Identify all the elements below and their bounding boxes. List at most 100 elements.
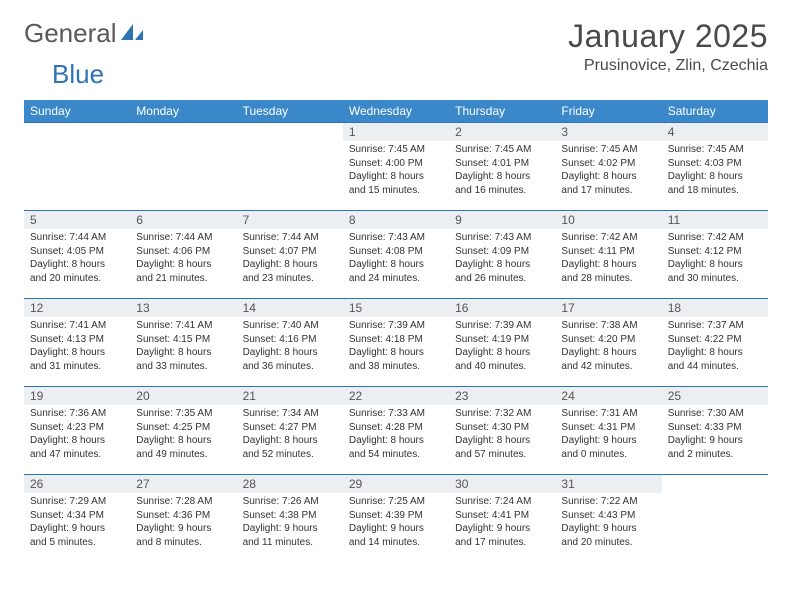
day-details: Sunrise: 7:29 AMSunset: 4:34 PMDaylight:… [24,493,130,553]
day-number: 17 [555,299,661,317]
calendar-cell: 17Sunrise: 7:38 AMSunset: 4:20 PMDayligh… [555,299,661,387]
day-number: 4 [662,123,768,141]
calendar-cell: 24Sunrise: 7:31 AMSunset: 4:31 PMDayligh… [555,387,661,475]
day-number: 22 [343,387,449,405]
calendar-cell: 13Sunrise: 7:41 AMSunset: 4:15 PMDayligh… [130,299,236,387]
calendar-cell: 26Sunrise: 7:29 AMSunset: 4:34 PMDayligh… [24,475,130,563]
brand-word1: General [24,18,117,49]
day-number: 13 [130,299,236,317]
day-number: 7 [237,211,343,229]
calendar-cell: 21Sunrise: 7:34 AMSunset: 4:27 PMDayligh… [237,387,343,475]
weekday-header: Wednesday [343,100,449,123]
day-number: 31 [555,475,661,493]
brand-sail-icon [119,18,145,49]
day-number: 19 [24,387,130,405]
day-number: 6 [130,211,236,229]
day-details: Sunrise: 7:43 AMSunset: 4:09 PMDaylight:… [449,229,555,289]
day-number: 14 [237,299,343,317]
day-details: Sunrise: 7:37 AMSunset: 4:22 PMDaylight:… [662,317,768,377]
day-details: Sunrise: 7:35 AMSunset: 4:25 PMDaylight:… [130,405,236,465]
day-details: Sunrise: 7:44 AMSunset: 4:05 PMDaylight:… [24,229,130,289]
calendar-cell: 11Sunrise: 7:42 AMSunset: 4:12 PMDayligh… [662,211,768,299]
weekday-header: Monday [130,100,236,123]
day-details: Sunrise: 7:32 AMSunset: 4:30 PMDaylight:… [449,405,555,465]
calendar-cell: 15Sunrise: 7:39 AMSunset: 4:18 PMDayligh… [343,299,449,387]
calendar-cell: 7Sunrise: 7:44 AMSunset: 4:07 PMDaylight… [237,211,343,299]
brand-logo: General [24,18,147,49]
day-number: 3 [555,123,661,141]
day-details: Sunrise: 7:22 AMSunset: 4:43 PMDaylight:… [555,493,661,553]
day-details: Sunrise: 7:38 AMSunset: 4:20 PMDaylight:… [555,317,661,377]
calendar-cell: 6Sunrise: 7:44 AMSunset: 4:06 PMDaylight… [130,211,236,299]
day-number: 30 [449,475,555,493]
calendar-row: 5Sunrise: 7:44 AMSunset: 4:05 PMDaylight… [24,211,768,299]
day-number: 2 [449,123,555,141]
day-details: Sunrise: 7:41 AMSunset: 4:15 PMDaylight:… [130,317,236,377]
day-number: 1 [343,123,449,141]
calendar-cell: 18Sunrise: 7:37 AMSunset: 4:22 PMDayligh… [662,299,768,387]
title-block: January 2025 Prusinovice, Zlin, Czechia [568,18,768,75]
day-number: 23 [449,387,555,405]
day-details: Sunrise: 7:45 AMSunset: 4:01 PMDaylight:… [449,141,555,201]
day-number: 26 [24,475,130,493]
brand-word2: Blue [24,59,104,89]
calendar-cell: 16Sunrise: 7:39 AMSunset: 4:19 PMDayligh… [449,299,555,387]
day-details: Sunrise: 7:31 AMSunset: 4:31 PMDaylight:… [555,405,661,465]
calendar-cell: 12Sunrise: 7:41 AMSunset: 4:13 PMDayligh… [24,299,130,387]
calendar-table: Sunday Monday Tuesday Wednesday Thursday… [24,100,768,563]
day-details: Sunrise: 7:42 AMSunset: 4:11 PMDaylight:… [555,229,661,289]
day-number: 27 [130,475,236,493]
day-number: 21 [237,387,343,405]
day-details: Sunrise: 7:34 AMSunset: 4:27 PMDaylight:… [237,405,343,465]
day-number: 29 [343,475,449,493]
weekday-header: Saturday [662,100,768,123]
calendar-cell: 23Sunrise: 7:32 AMSunset: 4:30 PMDayligh… [449,387,555,475]
day-number: 11 [662,211,768,229]
calendar-cell: 3Sunrise: 7:45 AMSunset: 4:02 PMDaylight… [555,123,661,211]
day-number: 18 [662,299,768,317]
day-number: 25 [662,387,768,405]
day-details: Sunrise: 7:24 AMSunset: 4:41 PMDaylight:… [449,493,555,553]
day-number: 10 [555,211,661,229]
day-details: Sunrise: 7:28 AMSunset: 4:36 PMDaylight:… [130,493,236,553]
weekday-header: Sunday [24,100,130,123]
weekday-header: Thursday [449,100,555,123]
day-number: 24 [555,387,661,405]
calendar-cell: .. [237,123,343,211]
calendar-row: ......1Sunrise: 7:45 AMSunset: 4:00 PMDa… [24,123,768,211]
calendar-cell: .. [662,475,768,563]
day-number: 20 [130,387,236,405]
day-details: Sunrise: 7:44 AMSunset: 4:06 PMDaylight:… [130,229,236,289]
calendar-cell: 1Sunrise: 7:45 AMSunset: 4:00 PMDaylight… [343,123,449,211]
calendar-cell: 30Sunrise: 7:24 AMSunset: 4:41 PMDayligh… [449,475,555,563]
weekday-header: Friday [555,100,661,123]
calendar-cell: 8Sunrise: 7:43 AMSunset: 4:08 PMDaylight… [343,211,449,299]
day-number: 9 [449,211,555,229]
calendar-cell: 19Sunrise: 7:36 AMSunset: 4:23 PMDayligh… [24,387,130,475]
day-details: Sunrise: 7:36 AMSunset: 4:23 PMDaylight:… [24,405,130,465]
calendar-cell: 31Sunrise: 7:22 AMSunset: 4:43 PMDayligh… [555,475,661,563]
day-details: Sunrise: 7:45 AMSunset: 4:03 PMDaylight:… [662,141,768,201]
location-text: Prusinovice, Zlin, Czechia [568,57,768,75]
day-details: Sunrise: 7:45 AMSunset: 4:02 PMDaylight:… [555,141,661,201]
day-details: Sunrise: 7:42 AMSunset: 4:12 PMDaylight:… [662,229,768,289]
calendar-cell: 9Sunrise: 7:43 AMSunset: 4:09 PMDaylight… [449,211,555,299]
calendar-row: 19Sunrise: 7:36 AMSunset: 4:23 PMDayligh… [24,387,768,475]
day-details: Sunrise: 7:43 AMSunset: 4:08 PMDaylight:… [343,229,449,289]
calendar-body: ......1Sunrise: 7:45 AMSunset: 4:00 PMDa… [24,123,768,563]
calendar-cell: 10Sunrise: 7:42 AMSunset: 4:11 PMDayligh… [555,211,661,299]
calendar-cell: 22Sunrise: 7:33 AMSunset: 4:28 PMDayligh… [343,387,449,475]
calendar-cell: 27Sunrise: 7:28 AMSunset: 4:36 PMDayligh… [130,475,236,563]
month-title: January 2025 [568,18,768,55]
day-details: Sunrise: 7:45 AMSunset: 4:00 PMDaylight:… [343,141,449,201]
calendar-cell: 28Sunrise: 7:26 AMSunset: 4:38 PMDayligh… [237,475,343,563]
calendar-cell: 25Sunrise: 7:30 AMSunset: 4:33 PMDayligh… [662,387,768,475]
day-details: Sunrise: 7:25 AMSunset: 4:39 PMDaylight:… [343,493,449,553]
calendar-row: 12Sunrise: 7:41 AMSunset: 4:13 PMDayligh… [24,299,768,387]
calendar-cell: 2Sunrise: 7:45 AMSunset: 4:01 PMDaylight… [449,123,555,211]
weekday-header-row: Sunday Monday Tuesday Wednesday Thursday… [24,100,768,123]
calendar-cell: 4Sunrise: 7:45 AMSunset: 4:03 PMDaylight… [662,123,768,211]
day-details: Sunrise: 7:44 AMSunset: 4:07 PMDaylight:… [237,229,343,289]
day-details: Sunrise: 7:39 AMSunset: 4:19 PMDaylight:… [449,317,555,377]
day-number: 5 [24,211,130,229]
